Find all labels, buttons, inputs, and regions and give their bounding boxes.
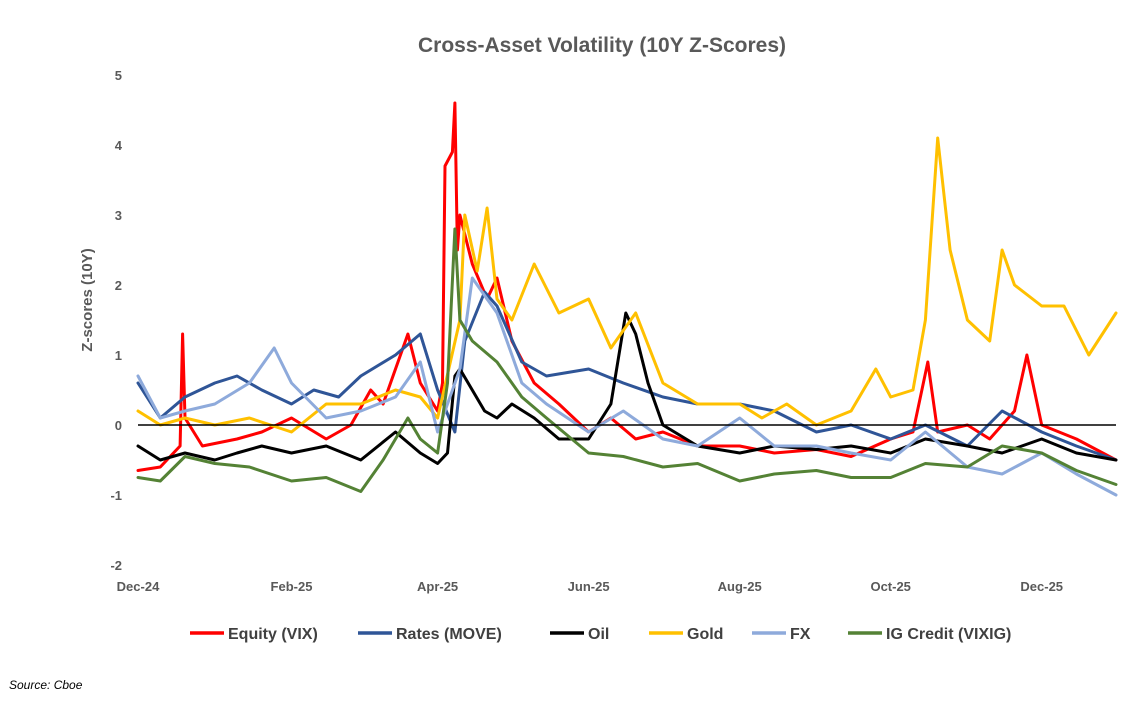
y-axis-label: Z-scores (10Y) [79,248,96,351]
y-tick-label: 3 [115,208,122,223]
series-line-0 [136,101,1118,472]
x-tick-label: Jun-25 [568,579,610,594]
x-tick-label: Apr-25 [417,579,458,594]
y-tick-label: 2 [115,278,122,293]
y-tick-label: 0 [115,418,122,433]
y-tick-label: 4 [115,138,123,153]
source-note: Source: Cboe [9,678,83,692]
series-line-5 [136,227,1118,493]
legend-label-3: Gold [687,626,723,643]
legend-label-1: Rates (MOVE) [396,626,502,643]
series-line-2 [136,311,1118,465]
x-tick-label: Oct-25 [870,579,910,594]
x-tick-label: Dec-25 [1020,579,1063,594]
series-line-1 [136,290,1118,462]
x-tick-label: Dec-24 [117,579,160,594]
x-tick-label: Feb-25 [271,579,313,594]
legend-label-2: Oil [588,626,609,643]
series-line-3 [136,136,1118,434]
series-lines [136,101,1118,497]
y-tick-labels: -2 -1 0 1 2 3 4 5 [110,68,122,573]
legend-label-5: IG Credit (VIXIG) [886,626,1011,643]
series-line-4 [136,276,1118,497]
legend-label-0: Equity (VIX) [228,626,318,643]
y-tick-label: -1 [110,488,122,503]
y-tick-label: 5 [115,68,122,83]
y-tick-label: -2 [110,558,122,573]
x-tick-labels: Dec-24 Feb-25 Apr-25 Jun-25 Aug-25 Oct-25 Dec-… [117,579,1063,594]
x-tick-label: Aug-25 [718,579,762,594]
chart-title: Cross-Asset Volatility (10Y Z-Scores) [418,34,786,57]
legend-label-4: FX [790,626,811,643]
y-tick-label: 1 [115,348,122,363]
legend: Equity (VIX) Rates (MOVE) Oil Gold FX IG Cred… [190,626,1011,643]
